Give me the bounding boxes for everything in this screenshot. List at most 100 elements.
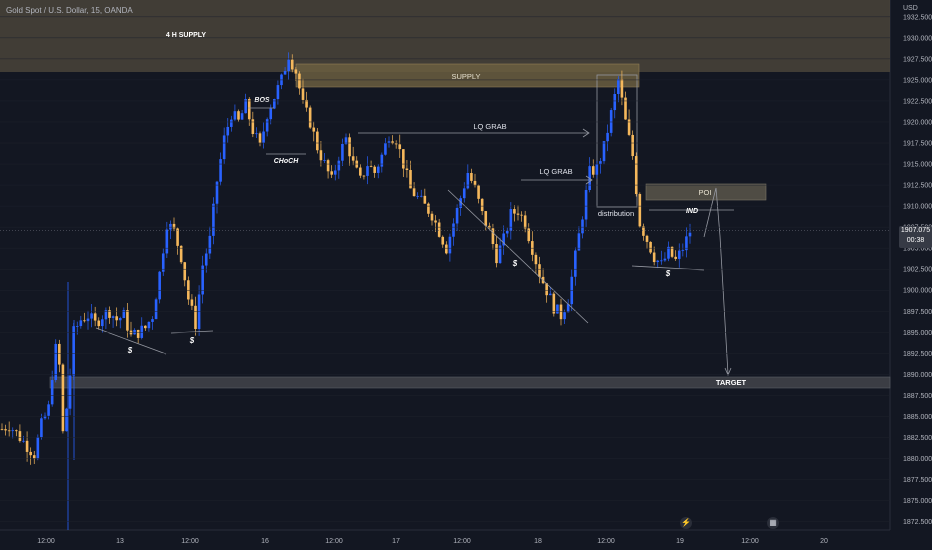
target-zone[interactable]: [49, 376, 891, 389]
candle-body: [677, 250, 681, 259]
candle-body: [670, 246, 674, 257]
candle-body: [495, 244, 498, 264]
candle-body: [412, 188, 416, 197]
candle-body: [136, 329, 140, 338]
price-tick-label: 1905.000: [903, 246, 932, 253]
price-axis[interactable]: 1932.500 1930.000 1927.500 1925.000 1922.500…: [0, 14, 932, 526]
candle-body: [656, 260, 660, 263]
candle-body: [445, 244, 448, 254]
projection-path[interactable]: [703, 187, 729, 375]
candle-body: [0, 429, 4, 430]
candle-body: [183, 262, 187, 281]
candle-body: [233, 111, 237, 120]
time-tick-label: 12:00: [37, 538, 55, 545]
candle-body: [359, 167, 362, 176]
candle-body: [301, 88, 305, 100]
candle-body: [527, 228, 531, 242]
candle-body: [613, 94, 617, 111]
candle-body: [391, 141, 394, 144]
currency-label: USD: [903, 5, 918, 12]
candle-body: [290, 59, 294, 70]
price-tick-label: 1917.500: [903, 141, 932, 148]
candle-body: [681, 250, 685, 251]
time-tick-label: 18: [534, 538, 542, 545]
poi-zone[interactable]: [645, 183, 767, 201]
candle-body: [577, 233, 581, 251]
candle-body: [75, 326, 79, 327]
candle-body: [398, 144, 402, 150]
candle-body: [244, 98, 247, 114]
arrowhead: [582, 128, 590, 138]
trendline-descending[interactable]: [447, 189, 589, 324]
candle-body: [599, 161, 602, 165]
candle-body: [624, 97, 627, 120]
candle-body: [176, 228, 179, 246]
candle-body: [319, 150, 323, 161]
candle-body: [144, 325, 147, 329]
price-tick-label: 1892.500: [903, 351, 932, 358]
candle-body: [645, 235, 649, 242]
candle-body: [29, 451, 32, 456]
label-liquidity-1: $: [127, 346, 133, 355]
candle-body: [455, 208, 459, 224]
candle-body: [323, 160, 326, 161]
candle-body: [660, 260, 663, 262]
candle-body: [65, 408, 68, 432]
price-tick-label: 1915.000: [903, 162, 932, 169]
candle-body: [54, 343, 58, 381]
candle-body: [219, 159, 222, 182]
time-tick-label: 12:00: [453, 538, 471, 545]
supply-zone-4h[interactable]: [0, 0, 890, 72]
candle-body: [556, 304, 559, 314]
candle-body: [22, 440, 25, 442]
price-tick-label: 1895.000: [903, 330, 932, 337]
label-ind: IND: [686, 208, 698, 215]
candle-body: [685, 236, 688, 251]
candle-body: [208, 235, 212, 254]
time-tick-label: 12:00: [325, 538, 343, 545]
candle-body: [298, 73, 301, 89]
candle-body: [427, 203, 430, 214]
candle-body: [25, 440, 29, 452]
trendline-liquidity-2[interactable]: [170, 330, 214, 334]
candle-body: [473, 180, 477, 186]
lightning-icon[interactable]: ⚡: [680, 517, 692, 529]
label-supply: SUPPLY: [451, 72, 480, 81]
candle-body: [674, 256, 677, 259]
candle-body: [122, 310, 126, 318]
candle-body: [115, 316, 118, 321]
candle-body: [11, 430, 15, 432]
label-choch: CHoCH: [274, 158, 299, 165]
candle-body: [269, 108, 273, 120]
candle-body: [172, 223, 176, 229]
candle-body: [43, 415, 47, 419]
calendar-icon[interactable]: ▦: [767, 517, 779, 529]
symbol-title[interactable]: Gold Spot / U.S. Dollar, 15, OANDA: [6, 6, 133, 15]
candle-body: [423, 195, 427, 204]
price-tick-label: 1887.500: [903, 393, 932, 400]
candle-body: [158, 271, 161, 300]
distribution-box[interactable]: [596, 74, 638, 208]
price-tick-label: 1872.500: [903, 519, 932, 526]
candle-body: [534, 254, 538, 265]
label-lq-grab-1: LQ GRAB: [473, 122, 506, 131]
candle-body: [595, 164, 599, 175]
candle-body: [15, 430, 18, 432]
candle-body: [380, 154, 384, 167]
candle-body: [36, 437, 40, 459]
label-target: TARGET: [716, 378, 747, 387]
candle-body: [104, 310, 108, 320]
candle-body: [452, 223, 455, 237]
time-axis[interactable]: 12:00 13 12:00 16 12:00 17 12:00 18 12:00 19 12:00…: [37, 538, 828, 545]
candle-body: [230, 119, 233, 127]
candle-body: [638, 194, 642, 227]
candle-body: [169, 223, 172, 230]
candle-body: [609, 110, 613, 133]
label-distribution: distribution: [598, 209, 634, 218]
candle-body: [430, 213, 434, 221]
candle-body: [441, 236, 445, 245]
candle-body: [491, 228, 495, 245]
candle-body: [237, 111, 240, 120]
label-bos: BOS: [254, 97, 270, 104]
